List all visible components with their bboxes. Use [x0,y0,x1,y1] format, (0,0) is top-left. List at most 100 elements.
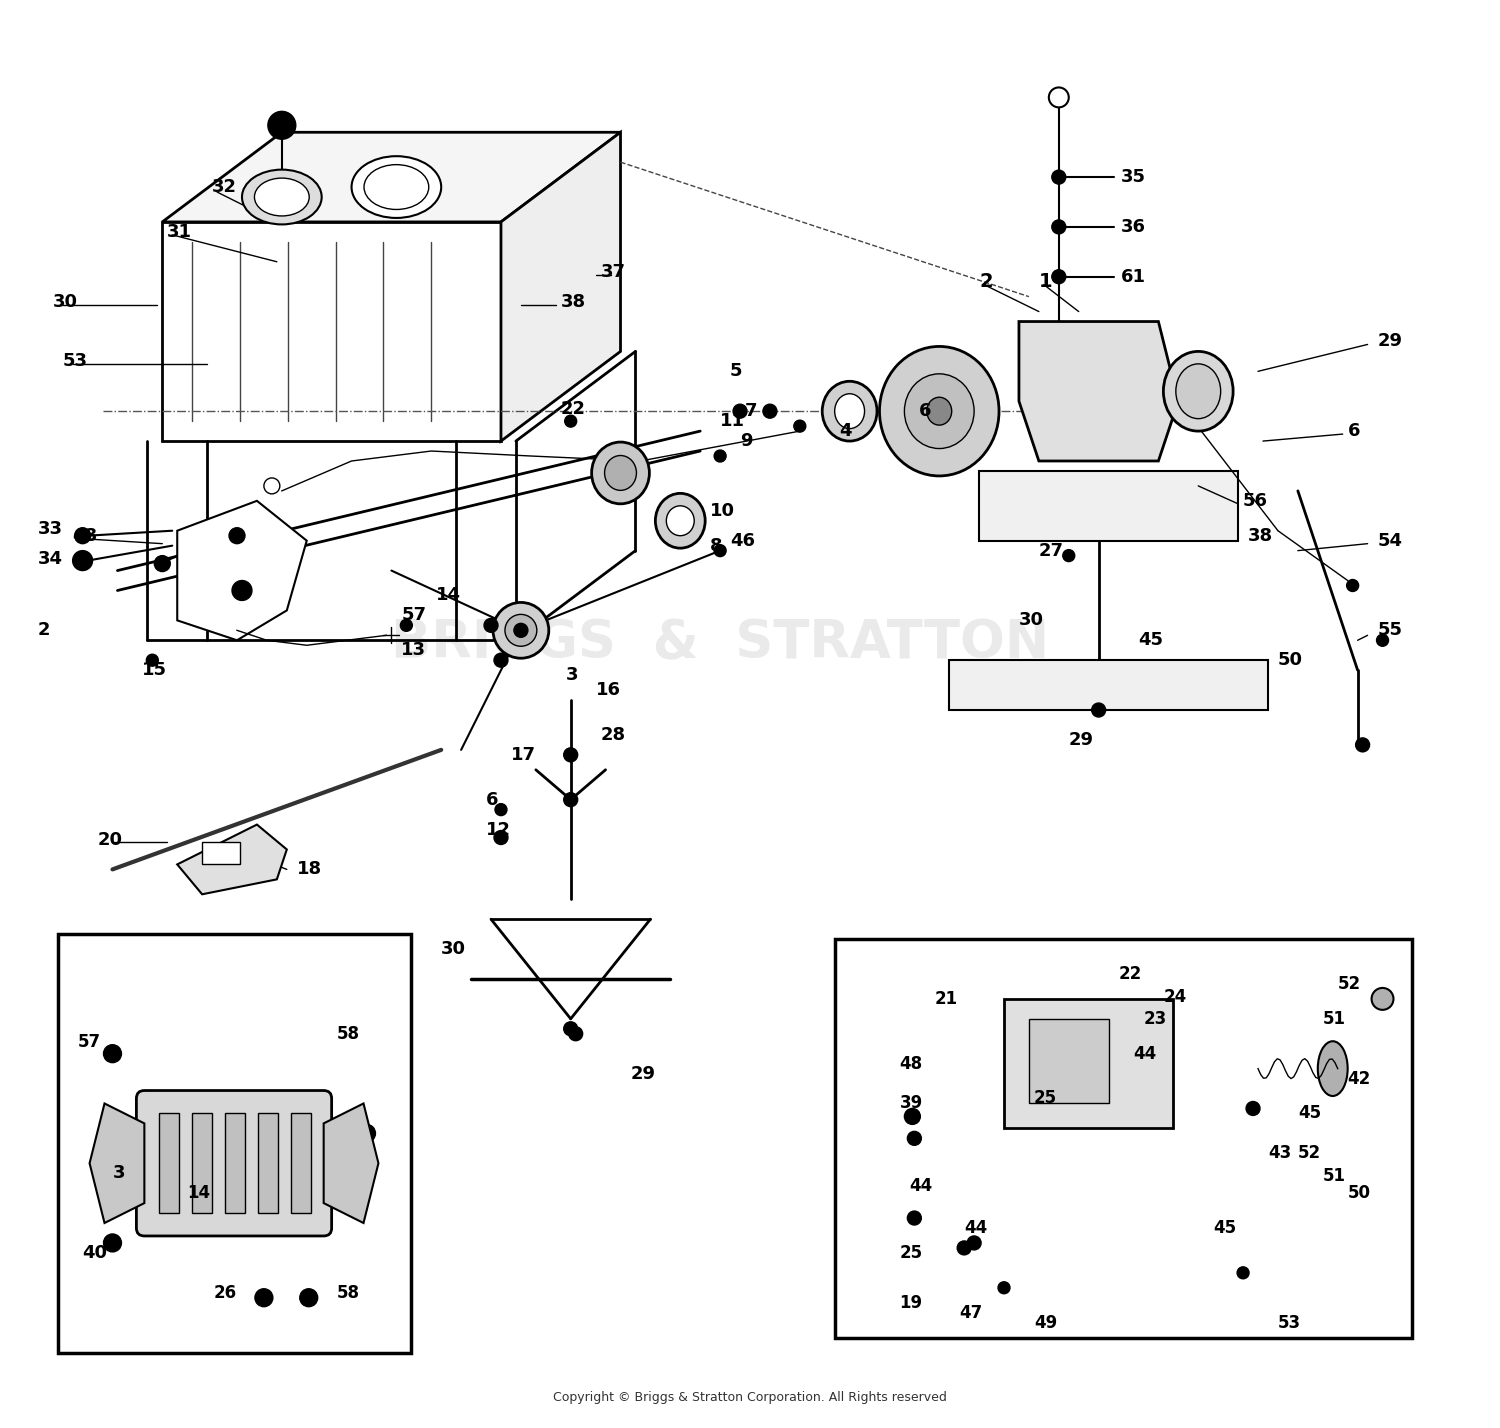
Bar [1029,1018,1108,1104]
Text: 12: 12 [486,821,512,838]
Polygon shape [1019,321,1179,461]
Ellipse shape [351,156,441,218]
Text: 35: 35 [1120,169,1146,186]
Circle shape [230,528,244,544]
Circle shape [1048,87,1070,107]
Circle shape [484,618,498,633]
Text: 30: 30 [1019,611,1044,630]
Circle shape [1052,270,1066,284]
Polygon shape [162,133,621,221]
Ellipse shape [656,493,705,548]
Circle shape [264,478,280,494]
Text: 44: 44 [909,1177,933,1195]
Bar [980,471,1238,541]
Text: 8: 8 [710,537,723,554]
Text: 36: 36 [1120,218,1146,236]
Text: 6: 6 [920,403,932,420]
Circle shape [998,1282,1010,1294]
Text: 4: 4 [840,423,852,440]
Text: 57: 57 [78,1032,101,1051]
Text: 3: 3 [566,665,578,684]
Polygon shape [177,501,306,640]
Text: 38: 38 [561,293,586,311]
Circle shape [968,1237,981,1250]
Circle shape [1092,703,1106,717]
Ellipse shape [1164,351,1233,431]
Text: 28: 28 [600,725,625,744]
Text: BRIGGS  &  STRATTON: BRIGGS & STRATTON [392,617,1048,668]
Circle shape [400,620,412,631]
Text: 45: 45 [1138,631,1164,650]
Text: 52: 52 [1298,1144,1322,1162]
Ellipse shape [242,170,321,224]
Circle shape [147,654,159,667]
Text: 5: 5 [730,363,742,380]
Text: 17: 17 [512,745,536,764]
Circle shape [908,1211,921,1225]
Bar [258,1114,278,1212]
Text: 2: 2 [38,621,51,640]
Text: 25: 25 [1034,1090,1058,1108]
Circle shape [268,111,296,140]
Text: 61: 61 [1120,267,1146,286]
Circle shape [564,1022,578,1035]
Circle shape [255,1288,273,1307]
Text: 27: 27 [1040,541,1064,560]
Text: Copyright © Briggs & Stratton Corporation. All Rights reserved: Copyright © Briggs & Stratton Corporatio… [554,1391,946,1404]
Circle shape [514,624,528,637]
Bar [950,660,1268,710]
Bar [159,1114,178,1212]
Text: 50: 50 [1278,651,1304,670]
Text: 45: 45 [1214,1220,1236,1237]
Text: 6: 6 [1347,423,1360,440]
Text: 32: 32 [211,178,237,196]
Ellipse shape [822,381,878,441]
Circle shape [494,603,549,658]
Circle shape [300,1288,318,1307]
Text: 42: 42 [1347,1070,1371,1088]
Circle shape [734,404,747,418]
Circle shape [1356,738,1370,753]
Text: 31: 31 [168,223,192,241]
Text: 13: 13 [402,641,426,660]
Text: 26: 26 [214,1284,237,1302]
Bar [192,1114,211,1212]
Circle shape [104,1234,122,1252]
Text: 58: 58 [336,1025,360,1042]
Circle shape [1377,634,1389,647]
Polygon shape [324,1104,378,1222]
Circle shape [494,653,508,667]
Polygon shape [501,133,621,441]
Text: 29: 29 [1070,731,1094,748]
Text: 39: 39 [900,1094,922,1112]
Bar [1004,1000,1173,1128]
Text: 54: 54 [1377,531,1402,550]
Text: 7: 7 [746,403,758,420]
Text: 14: 14 [188,1184,210,1202]
Text: 55: 55 [1377,621,1402,640]
Circle shape [1238,1267,1250,1279]
Circle shape [1347,580,1359,591]
Text: 40: 40 [82,1244,108,1262]
Circle shape [564,416,576,427]
Text: 29: 29 [630,1065,656,1082]
Text: 20: 20 [98,831,123,848]
Ellipse shape [591,443,650,504]
Text: 48: 48 [900,1055,922,1072]
Text: 33: 33 [38,520,63,538]
Text: 22: 22 [561,400,585,418]
Text: 52: 52 [1338,975,1360,992]
Ellipse shape [1176,364,1221,418]
Text: 37: 37 [600,263,625,281]
Text: 22: 22 [1119,965,1142,982]
Text: 44: 44 [1134,1045,1156,1062]
Text: 57: 57 [402,607,426,624]
Circle shape [130,1127,144,1141]
Text: 34: 34 [38,550,63,567]
Bar [291,1114,310,1212]
Circle shape [564,748,578,761]
Circle shape [1052,170,1066,184]
Text: 23: 23 [1143,1010,1167,1028]
Circle shape [495,804,507,815]
Circle shape [232,581,252,600]
